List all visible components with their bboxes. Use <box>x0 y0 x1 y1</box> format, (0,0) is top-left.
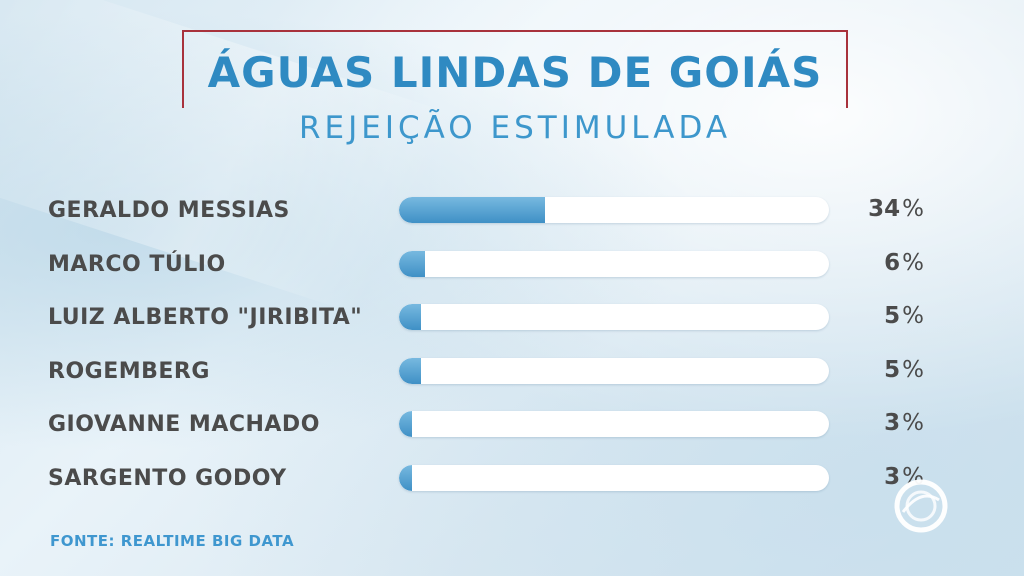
value-label: 34% <box>868 196 924 222</box>
bar-track <box>399 250 829 277</box>
value-label: 3% <box>884 410 924 436</box>
bar-fill <box>399 250 425 277</box>
candidate-name: LUIZ ALBERTO "JIRIBITA" <box>48 305 363 330</box>
value-number: 5 <box>884 356 901 383</box>
chart-title: ÁGUAS LINDAS DE GOIÁS <box>207 48 823 97</box>
bar-row: MARCO TÚLIO 6% <box>0 248 1024 288</box>
candidate-name: GIOVANNE MACHADO <box>48 412 320 437</box>
bar-track <box>399 411 829 437</box>
candidate-name: ROGEMBERG <box>48 358 210 384</box>
value-number: 5 <box>884 303 901 329</box>
candidate-name: GERALDO MESSIAS <box>48 198 290 223</box>
bar-row: GERALDO MESSIAS 34% <box>0 194 1024 234</box>
bar-track <box>399 357 829 384</box>
bar-row: LUIZ ALBERTO "JIRIBITA" 5% <box>0 301 1024 341</box>
value-unit: % <box>902 196 924 222</box>
bar-row: SARGENTO GODOY 3% <box>0 462 1024 502</box>
value-number: 6 <box>884 249 901 276</box>
value-number: 34 <box>868 196 901 222</box>
bar-track <box>399 464 829 491</box>
value-label: 6% <box>884 250 924 276</box>
bar-fill <box>399 304 421 330</box>
value-unit: % <box>902 303 924 329</box>
value-label: 5% <box>884 357 924 383</box>
value-number: 3 <box>884 463 901 490</box>
bar-fill <box>399 197 546 223</box>
value-unit: % <box>902 356 924 383</box>
bar-row: ROGEMBERG 5% <box>0 355 1024 395</box>
broadcaster-logo-icon <box>894 479 948 533</box>
bar-fill <box>399 464 412 491</box>
bar-track <box>399 197 829 223</box>
value-number: 3 <box>884 410 901 436</box>
bar-fill <box>399 357 421 384</box>
value-unit: % <box>902 410 924 436</box>
bar-row: GIOVANNE MACHADO 3% <box>0 408 1024 448</box>
title-frame <box>182 30 848 108</box>
bar-fill <box>399 411 412 437</box>
value-label: 5% <box>884 303 924 329</box>
chart-subtitle: REJEIÇÃO ESTIMULADA <box>298 110 732 146</box>
candidate-name: SARGENTO GODOY <box>48 465 287 491</box>
bar-track <box>399 304 829 330</box>
source-note: FONTE: REALTIME BIG DATA <box>50 532 295 550</box>
value-unit: % <box>902 249 924 276</box>
candidate-name: MARCO TÚLIO <box>48 251 226 277</box>
